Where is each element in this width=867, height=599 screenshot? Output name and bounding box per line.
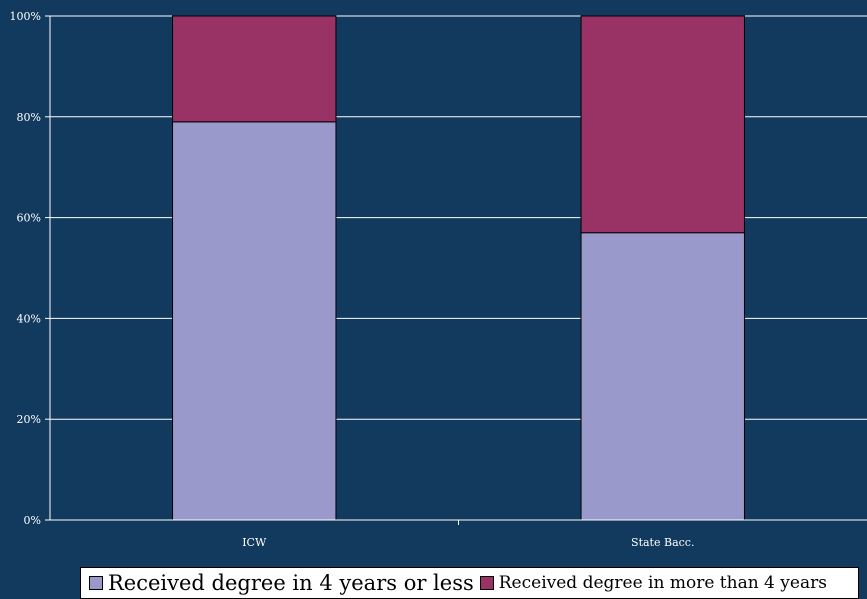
- legend-label-2: Received degree in more than 4 years: [498, 573, 827, 593]
- y-tick-label: 20%: [17, 413, 41, 426]
- x-tick-label: ICW: [242, 536, 267, 549]
- legend-swatch-1: [89, 576, 103, 590]
- legend-label-1: Received degree in 4 years or less: [108, 571, 474, 595]
- bar-2-2: [580, 15, 745, 234]
- y-tick-label: 80%: [17, 111, 41, 124]
- axes: 0% 20% 40% 60% 80% 100% ICW State Bacc.: [10, 10, 867, 549]
- y-tick-label: 0%: [24, 514, 41, 527]
- x-tick-label: State Bacc.: [631, 536, 694, 549]
- legend-entry-2: Received degree in more than 4 years: [479, 573, 827, 593]
- bars: [172, 15, 745, 521]
- y-tick-label: 60%: [17, 212, 41, 225]
- bar-1-1: [172, 121, 337, 521]
- legend: Received degree in 4 years or less Recei…: [80, 567, 859, 599]
- bar-2-1: [172, 15, 337, 123]
- legend-swatch-2: [479, 576, 494, 590]
- y-tick-label: 100%: [10, 10, 41, 23]
- y-tick-label: 40%: [17, 312, 41, 325]
- legend-entry-1: Received degree in 4 years or less: [89, 571, 474, 595]
- bar-1-2: [580, 232, 745, 521]
